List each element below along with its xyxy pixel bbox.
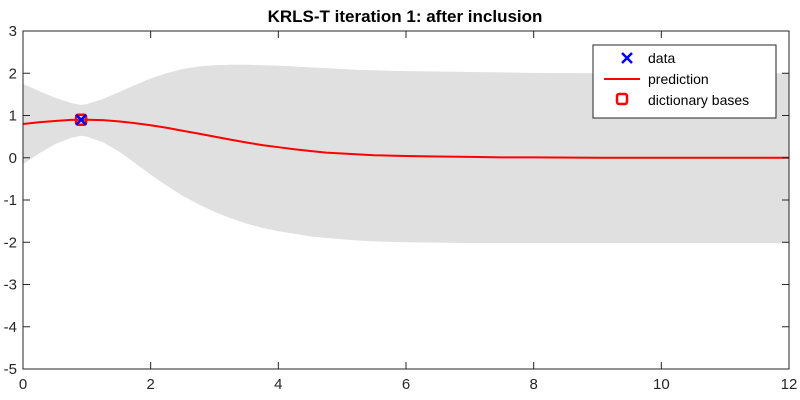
- x-tick-label: 2: [146, 376, 154, 393]
- y-tick-label: 0: [9, 150, 17, 167]
- legend-x-marker-icon: [621, 52, 633, 64]
- data-point-x-stroke: [75, 113, 87, 126]
- y-tick-label: -5: [4, 361, 17, 378]
- prediction-line: [22, 118, 789, 159]
- prediction-line-layer: [22, 118, 789, 159]
- y-tick-label: -2: [4, 234, 17, 251]
- x-tick-label: 10: [653, 376, 670, 393]
- legend-box: [592, 44, 777, 119]
- x-tick-label: 0: [19, 376, 27, 393]
- legend-entry-data: data: [621, 50, 675, 66]
- y-tick-label: -4: [4, 319, 17, 336]
- legend: data prediction dictionary bases: [592, 44, 777, 119]
- chart-title: KRLS-T iteration 1: after inclusion: [268, 7, 543, 26]
- x-tick-label: 12: [781, 376, 798, 393]
- legend-label-data: data: [648, 50, 675, 66]
- y-tick-label: -3: [4, 277, 17, 294]
- y-tick-label: -1: [4, 192, 17, 209]
- legend-entry-dictionary-bases: dictionary bases: [615, 92, 749, 108]
- x-tick-label: 8: [529, 376, 537, 393]
- y-tick-label: 3: [9, 23, 17, 40]
- x-tick-label: 6: [402, 376, 410, 393]
- legend-square-marker-icon: [615, 92, 629, 106]
- dictionary-base-marker: [74, 113, 88, 126]
- legend-label-prediction: prediction: [648, 71, 709, 87]
- y-tick-label: 2: [9, 65, 17, 82]
- data-point-marker: [75, 113, 87, 126]
- marker-layer: [74, 113, 88, 126]
- legend-label-dictionary-bases: dictionary bases: [648, 92, 749, 108]
- y-tick-label: 1: [9, 108, 17, 125]
- x-tick-label: 4: [274, 376, 282, 393]
- legend-entry-prediction: prediction: [604, 71, 709, 87]
